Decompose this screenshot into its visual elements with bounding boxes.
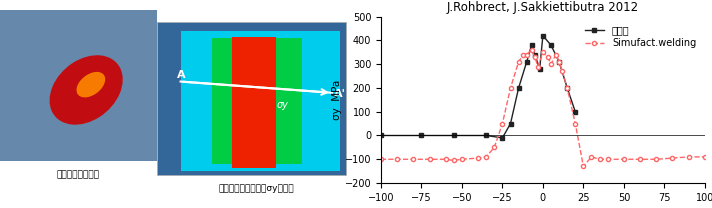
- 実験値: [377, 134, 385, 137]
- Simufact.welding: [547, 63, 555, 66]
- Simufact.welding: [619, 158, 628, 161]
- 実験値: [498, 137, 507, 139]
- 実験値: [538, 34, 547, 37]
- FancyBboxPatch shape: [157, 22, 346, 175]
- 実験値: [528, 44, 536, 46]
- Simufact.welding: [587, 156, 596, 158]
- Simufact.welding: [538, 51, 547, 53]
- Simufact.welding: [595, 158, 604, 161]
- 実験値: [482, 134, 491, 137]
- Simufact.welding: [458, 158, 466, 161]
- 実験値: [506, 122, 515, 125]
- Ellipse shape: [76, 72, 105, 97]
- Simufact.welding: [563, 87, 572, 89]
- Simufact.welding: [498, 122, 507, 125]
- Simufact.welding: [528, 49, 536, 51]
- 実験値: [547, 44, 555, 46]
- Simufact.welding: [449, 159, 458, 162]
- Simufact.welding: [514, 61, 523, 63]
- Simufact.welding: [684, 156, 693, 158]
- Ellipse shape: [50, 55, 122, 125]
- Y-axis label: σy  MPa: σy MPa: [332, 80, 342, 120]
- Simufact.welding: [506, 87, 515, 89]
- Simufact.welding: [555, 61, 563, 63]
- Simufact.welding: [571, 122, 580, 125]
- Line: Simufact.welding: Simufact.welding: [379, 48, 707, 168]
- Title: J.Rohbrect, J.Sakkiettibutra 2012: J.Rohbrect, J.Sakkiettibutra 2012: [447, 1, 639, 14]
- Line: 実験値: 実験値: [379, 33, 577, 140]
- 実験値: [530, 53, 539, 56]
- Simufact.welding: [393, 158, 402, 161]
- Simufact.welding: [425, 158, 434, 161]
- 実験値: [563, 87, 572, 89]
- Simufact.welding: [490, 146, 498, 149]
- Text: 溶接後の残留応力（σy）分布: 溶接後の残留応力（σy）分布: [219, 184, 294, 193]
- Simufact.welding: [473, 157, 482, 159]
- Simufact.welding: [523, 53, 531, 56]
- FancyBboxPatch shape: [212, 38, 302, 164]
- 実験値: [523, 61, 531, 63]
- 実験値: [514, 87, 523, 89]
- Simufact.welding: [558, 70, 567, 73]
- Simufact.welding: [579, 165, 587, 168]
- Simufact.welding: [482, 156, 491, 158]
- FancyBboxPatch shape: [232, 37, 276, 168]
- 実験値: [555, 61, 563, 63]
- Text: σy: σy: [276, 100, 288, 110]
- Simufact.welding: [519, 53, 528, 56]
- Simufact.welding: [377, 158, 385, 161]
- Simufact.welding: [604, 158, 612, 161]
- Text: A: A: [177, 70, 185, 80]
- Simufact.welding: [701, 156, 709, 158]
- Simufact.welding: [543, 56, 552, 58]
- 実験値: [449, 134, 458, 137]
- Simufact.welding: [652, 158, 661, 161]
- Simufact.welding: [441, 158, 450, 161]
- Simufact.welding: [636, 158, 644, 161]
- Simufact.welding: [409, 158, 417, 161]
- Simufact.welding: [530, 56, 539, 58]
- FancyBboxPatch shape: [181, 31, 340, 171]
- Text: 溶接中の温度分布: 溶接中の温度分布: [57, 170, 100, 179]
- Text: A': A': [334, 89, 346, 99]
- Simufact.welding: [534, 65, 543, 68]
- 実験値: [535, 68, 544, 70]
- 実験値: [571, 110, 580, 113]
- Simufact.welding: [668, 157, 676, 159]
- Legend: 実験値, Simufact.welding: 実験値, Simufact.welding: [581, 21, 700, 52]
- Simufact.welding: [552, 53, 560, 56]
- FancyBboxPatch shape: [0, 10, 157, 161]
- 実験値: [417, 134, 426, 137]
